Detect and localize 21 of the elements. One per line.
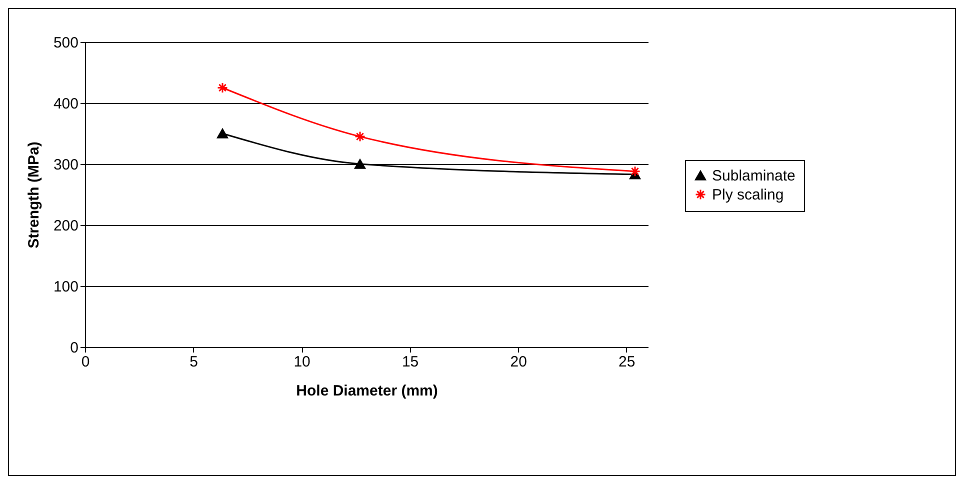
point <box>354 131 366 142</box>
y-tick-label: 0 <box>70 340 78 356</box>
y-tick-label: 500 <box>53 34 78 52</box>
x-tick-label: 10 <box>294 354 310 370</box>
x-axis-title: Hole Diameter (mm) <box>296 382 438 400</box>
y-tick-label: 100 <box>53 278 78 296</box>
legend-label: Ply scaling <box>712 186 784 204</box>
x-tick-label: 20 <box>510 354 527 370</box>
y-tick-label: 400 <box>53 96 78 112</box>
point <box>217 82 228 94</box>
y-tick-label: 200 <box>53 218 78 234</box>
point <box>630 166 640 177</box>
x-tick-label: 0 <box>81 354 90 370</box>
y-axis-title: Strength (MPa) <box>25 142 42 248</box>
x-tick-label: 25 <box>618 354 636 370</box>
x-tick-label: 5 <box>190 354 198 370</box>
point <box>354 159 366 169</box>
x-tick-label: 15 <box>402 354 419 370</box>
point <box>217 128 228 138</box>
y-tick-label: 300 <box>53 156 78 174</box>
legend-label: Sublaminate <box>712 168 796 184</box>
